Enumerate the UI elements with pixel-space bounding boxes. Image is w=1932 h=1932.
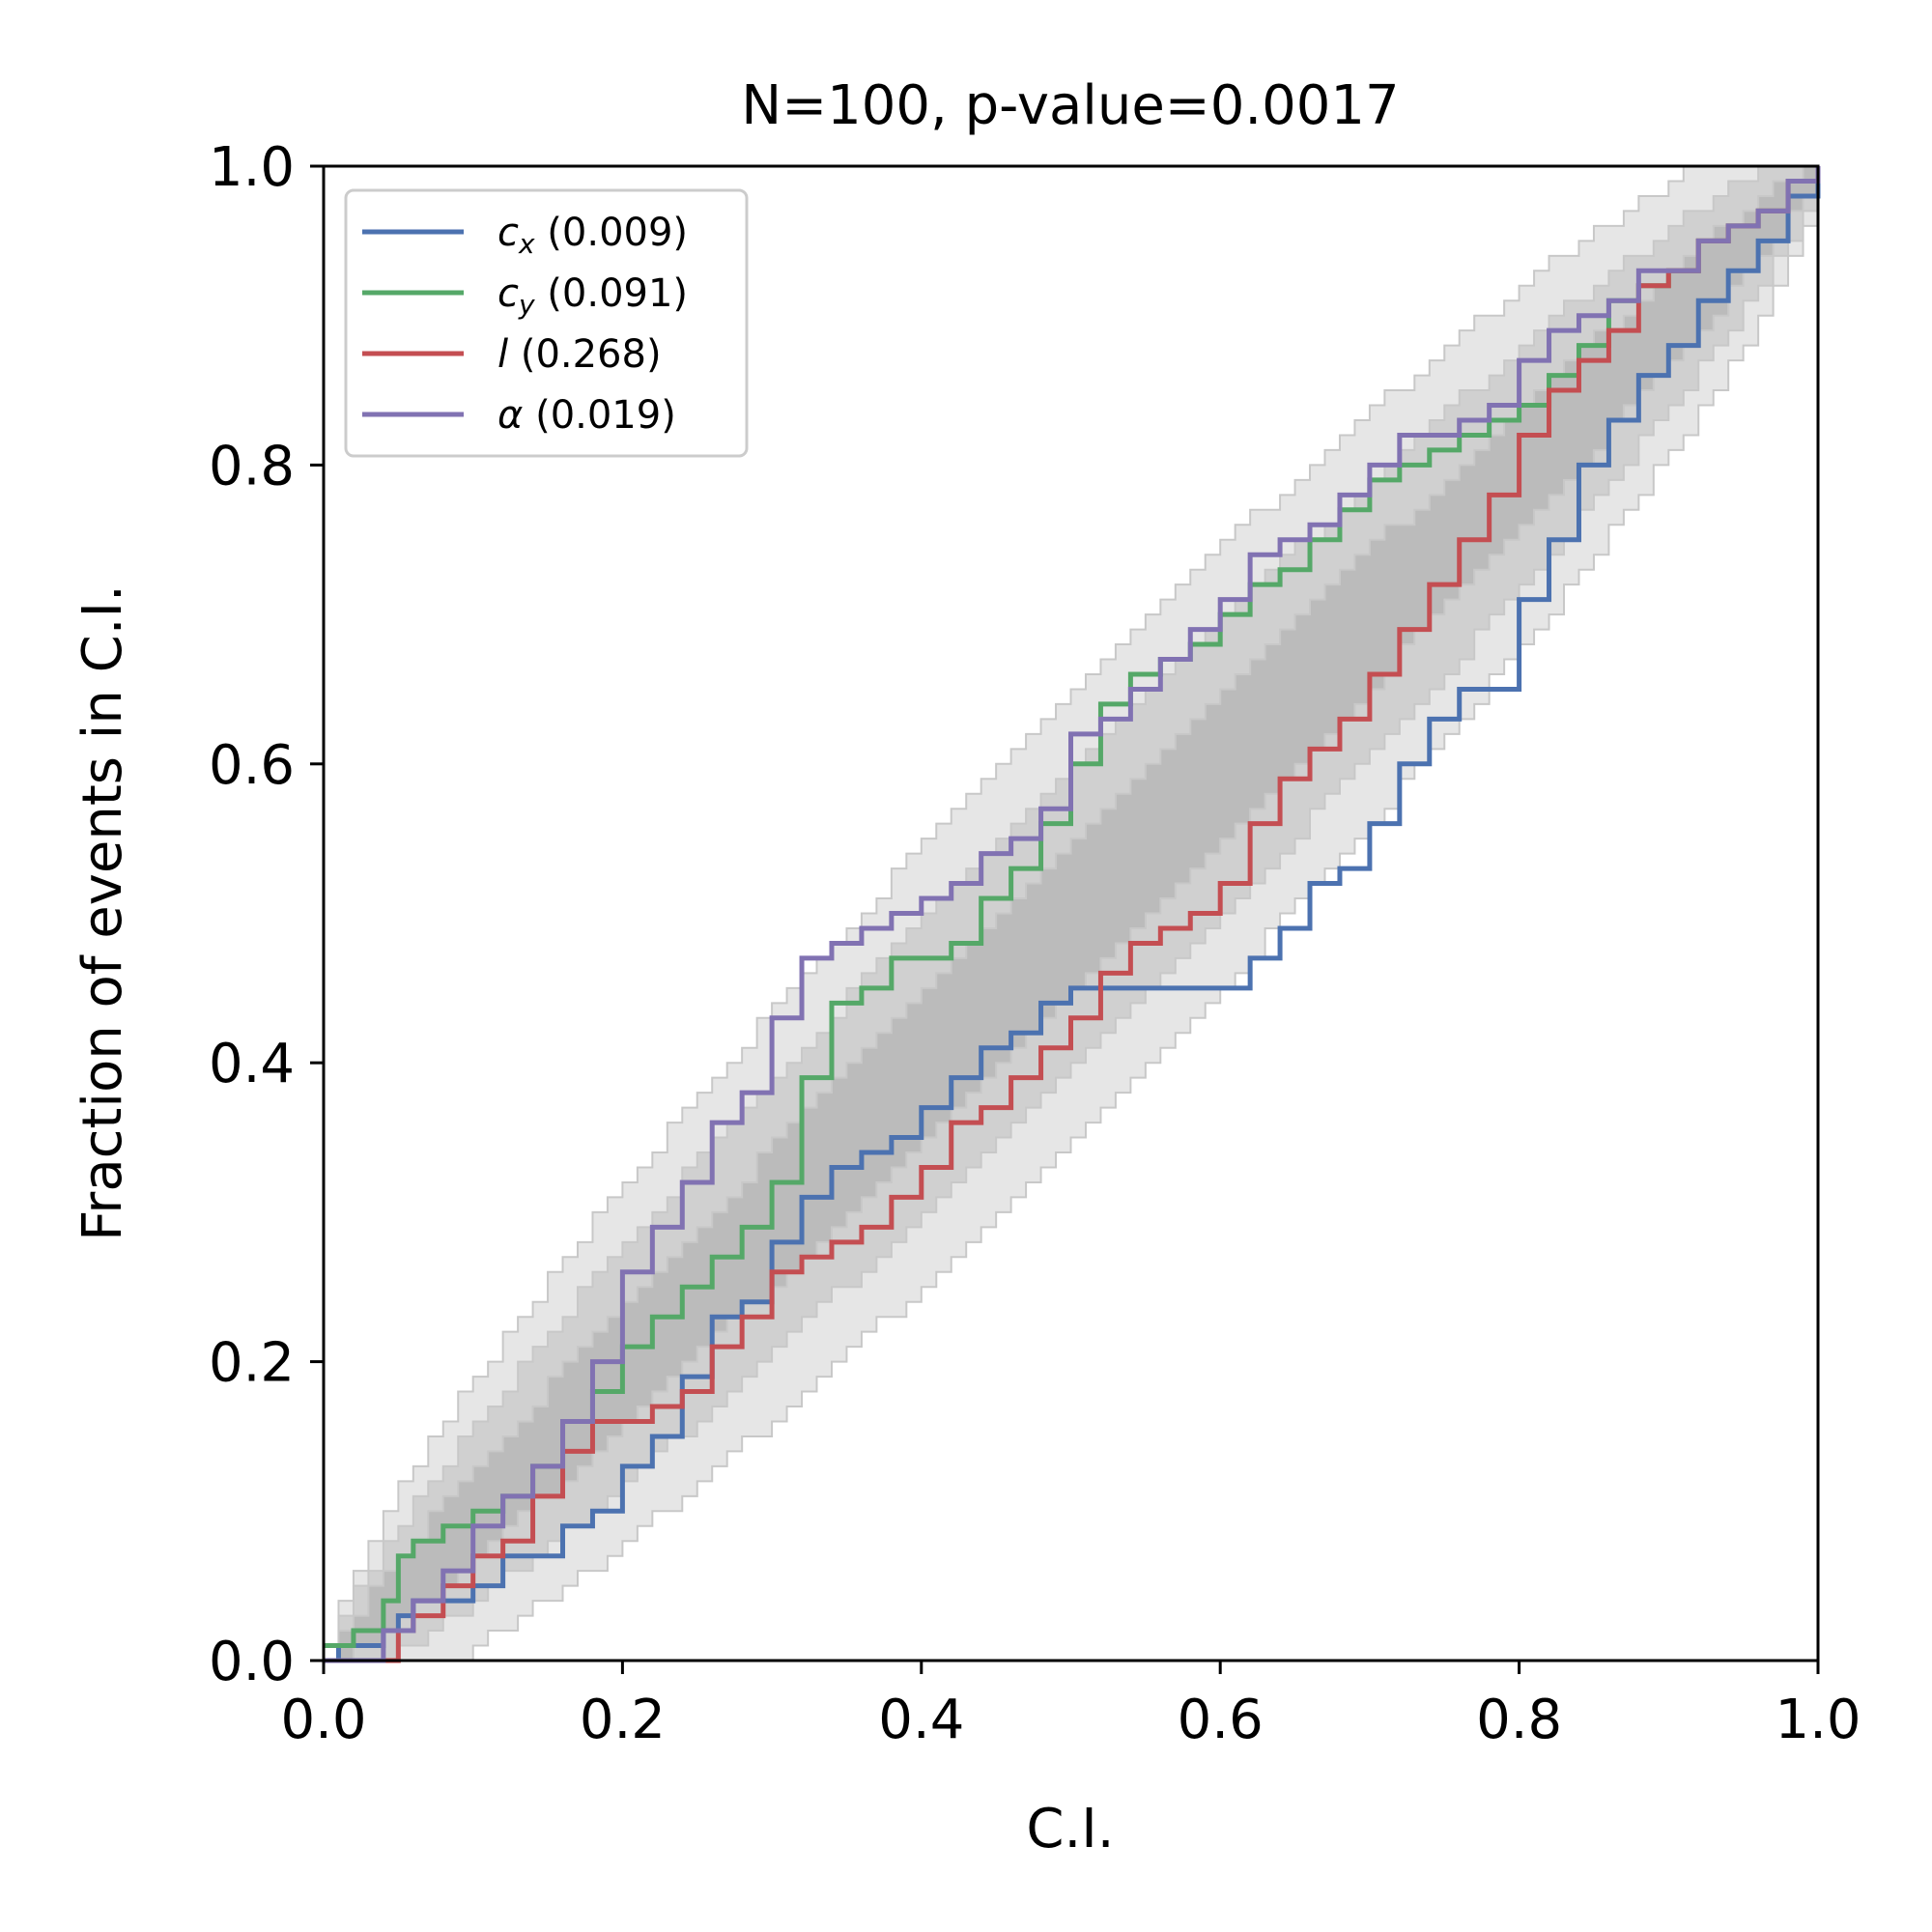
legend: cx (0.009) cy (0.091) l (0.268) α (0.019): [344, 188, 749, 458]
x-tick-label: 0.4: [878, 1689, 964, 1751]
y-tick-label: 1.0: [209, 136, 295, 199]
plot-frame: [322, 164, 1820, 1662]
y-axis-label: Fraction of events in C.I.: [71, 584, 134, 1241]
series-lines: [324, 166, 1821, 1663]
series-line-alpha: [324, 166, 1821, 1663]
legend-label-c-x: cx (0.009): [497, 211, 688, 260]
chart-title: N=100, p-value=0.0017: [741, 74, 1399, 137]
legend-label-alpha: α (0.019): [497, 393, 676, 438]
x-tick-label: 0.6: [1178, 1689, 1264, 1751]
y-tick-label: 0.4: [209, 1033, 295, 1095]
legend-label-l: l (0.268): [497, 332, 662, 377]
y-tick-label: 0.2: [209, 1332, 295, 1395]
legend-label-c-y: cy (0.091): [497, 271, 688, 321]
axis-ticks: 0.0 0.2 0.4 0.6 0.8 1.0 0.0 0.2 0.4 0.6 0.8 1.0: [209, 136, 1861, 1751]
y-tick-label: 0.0: [209, 1631, 295, 1693]
x-tick-label: 0.8: [1476, 1689, 1562, 1751]
y-tick-label: 0.8: [209, 435, 295, 497]
x-axis-label: C.I.: [1026, 1798, 1114, 1861]
x-tick-label: 0.2: [580, 1689, 666, 1751]
legend-box: [344, 188, 749, 458]
series-line-c-x: [324, 166, 1821, 1663]
y-tick-label: 0.6: [209, 734, 295, 797]
series-line-l: [324, 166, 1821, 1663]
x-tick-label: 0.0: [280, 1689, 366, 1751]
x-tick-label: 1.0: [1775, 1689, 1861, 1751]
